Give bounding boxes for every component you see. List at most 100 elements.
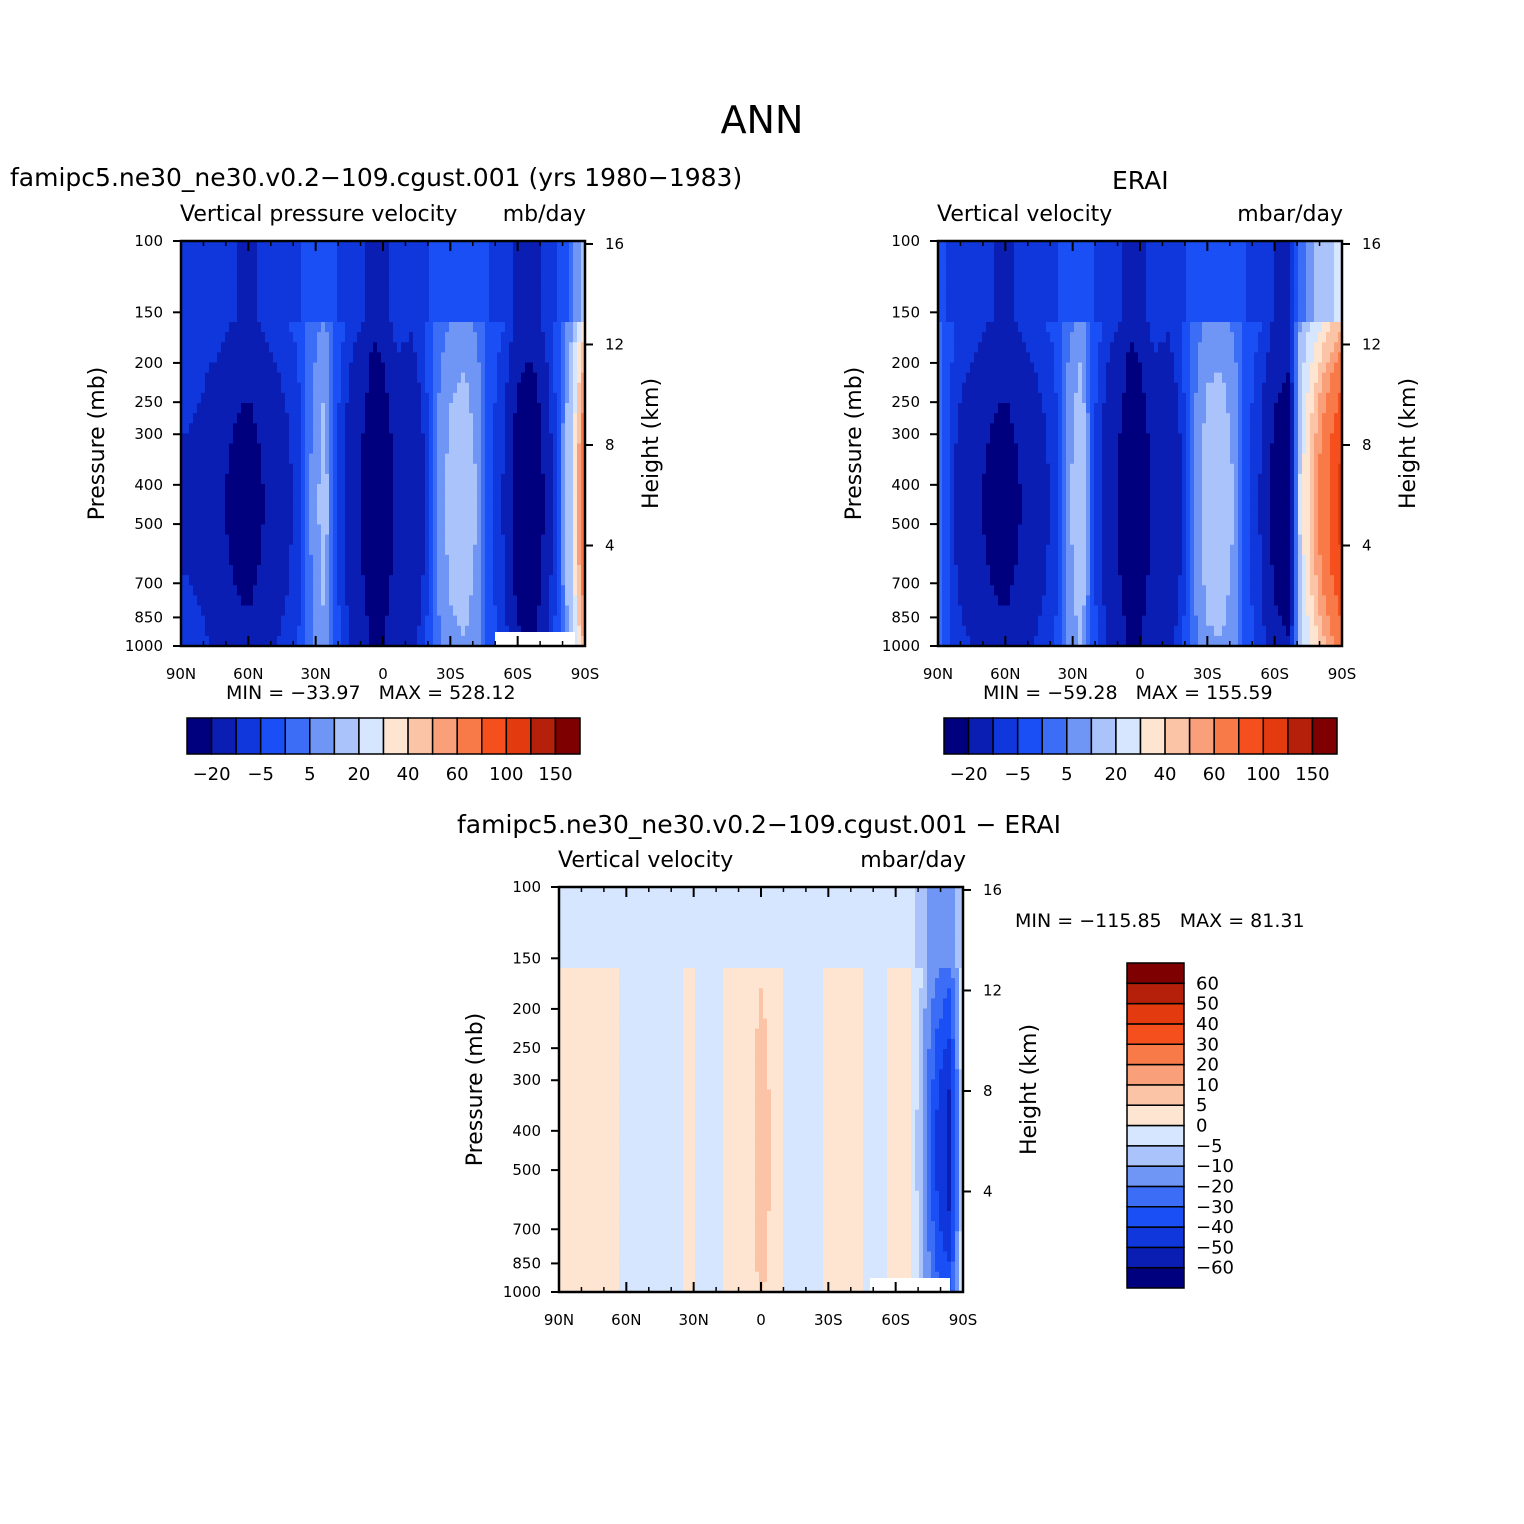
contour-cell xyxy=(437,635,442,646)
contour-cell xyxy=(389,241,394,252)
contour-cell xyxy=(493,473,498,485)
contour-cell xyxy=(525,301,530,313)
contour-cell xyxy=(353,635,358,646)
contour-cell xyxy=(381,625,386,637)
contour-cell xyxy=(437,575,442,586)
contour-cell xyxy=(301,453,306,465)
contour-cell xyxy=(413,342,418,353)
contour-cell xyxy=(557,362,562,374)
contour-cell xyxy=(982,544,987,556)
contour-cell xyxy=(193,544,198,556)
contour-cell xyxy=(970,261,975,272)
contour-cell xyxy=(261,443,266,455)
contour-cell xyxy=(990,352,995,364)
contour-cell xyxy=(481,413,486,424)
contour-cell xyxy=(349,453,354,465)
contour-cell xyxy=(257,352,262,364)
contour-cell xyxy=(329,625,334,637)
contour-cell xyxy=(213,504,218,515)
contour-cell xyxy=(437,625,442,637)
contour-cell xyxy=(373,544,378,556)
contour-cell xyxy=(465,251,470,262)
contour-cell xyxy=(1018,403,1023,414)
contour-cell xyxy=(269,524,274,536)
contour-cell xyxy=(317,484,322,495)
contour-cell xyxy=(958,382,963,394)
contour-cell xyxy=(954,615,959,627)
contour-cell xyxy=(397,484,402,495)
contour-cell xyxy=(461,241,466,252)
contour-cell xyxy=(325,473,330,485)
contour-cell xyxy=(577,332,582,343)
contour-cell xyxy=(994,301,999,313)
contour-cell xyxy=(193,585,198,596)
contour-cell xyxy=(449,291,454,303)
contour-cell xyxy=(289,595,294,607)
contour-cell xyxy=(237,342,242,353)
contour-cell xyxy=(365,615,370,627)
contour-cell xyxy=(950,362,955,374)
contour-cell xyxy=(353,251,358,262)
contour-cell xyxy=(938,514,943,526)
contour-cell xyxy=(273,625,278,637)
contour-cell xyxy=(305,504,310,515)
contour-cell xyxy=(193,615,198,627)
contour-cell xyxy=(305,403,310,414)
contour-cell xyxy=(309,403,314,414)
contour-cell xyxy=(1018,241,1023,252)
contour-cell xyxy=(990,423,995,434)
contour-cell xyxy=(557,311,562,323)
contour-cell xyxy=(437,463,442,475)
contour-cell xyxy=(1002,443,1007,455)
contour-cell xyxy=(950,443,955,455)
contour-cell xyxy=(954,362,959,374)
contour-cell xyxy=(561,615,566,627)
contour-cell xyxy=(545,534,550,546)
contour-cell xyxy=(433,534,438,546)
contour-cell xyxy=(946,342,951,353)
contour-cell xyxy=(505,241,510,252)
contour-cell xyxy=(381,484,386,495)
contour-cell xyxy=(277,484,282,495)
contour-cell xyxy=(309,453,314,465)
contour-cell xyxy=(457,372,462,384)
contour-cell xyxy=(549,473,554,485)
contour-cell xyxy=(950,311,955,323)
contour-cell xyxy=(297,322,302,333)
contour-cell xyxy=(565,443,570,455)
contour-cell xyxy=(245,372,250,384)
contour-cell xyxy=(477,524,482,536)
contour-cell xyxy=(541,463,546,475)
contour-cell xyxy=(365,352,370,364)
contour-cell xyxy=(449,595,454,607)
contour-cell xyxy=(437,443,442,455)
contour-cell xyxy=(389,473,394,485)
contour-cell xyxy=(505,372,510,384)
contour-cell xyxy=(557,504,562,515)
contour-cell xyxy=(229,311,234,323)
contour-cell xyxy=(994,281,999,293)
contour-cell xyxy=(309,554,314,566)
contour-cell xyxy=(293,473,298,485)
contour-cell xyxy=(1014,625,1019,637)
contour-cell xyxy=(361,605,366,617)
contour-cell xyxy=(281,575,286,586)
contour-cell xyxy=(373,413,378,424)
contour-cell xyxy=(421,342,426,353)
contour-cell xyxy=(525,534,530,546)
contour-cell xyxy=(281,281,286,293)
contour-cell xyxy=(241,635,246,646)
contour-cell xyxy=(357,595,362,607)
contour-cell xyxy=(437,433,442,445)
contour-cell xyxy=(261,484,266,495)
contour-cell xyxy=(265,554,270,566)
contour-cell xyxy=(341,251,346,262)
contour-cell xyxy=(337,332,342,343)
contour-cell xyxy=(281,484,286,495)
contour-cell xyxy=(958,251,963,262)
contour-cell xyxy=(577,251,582,262)
panel3-max-value: 81.31 xyxy=(1250,910,1305,932)
contour-cell xyxy=(974,625,979,637)
contour-cell xyxy=(1014,524,1019,536)
contour-cell xyxy=(561,413,566,424)
